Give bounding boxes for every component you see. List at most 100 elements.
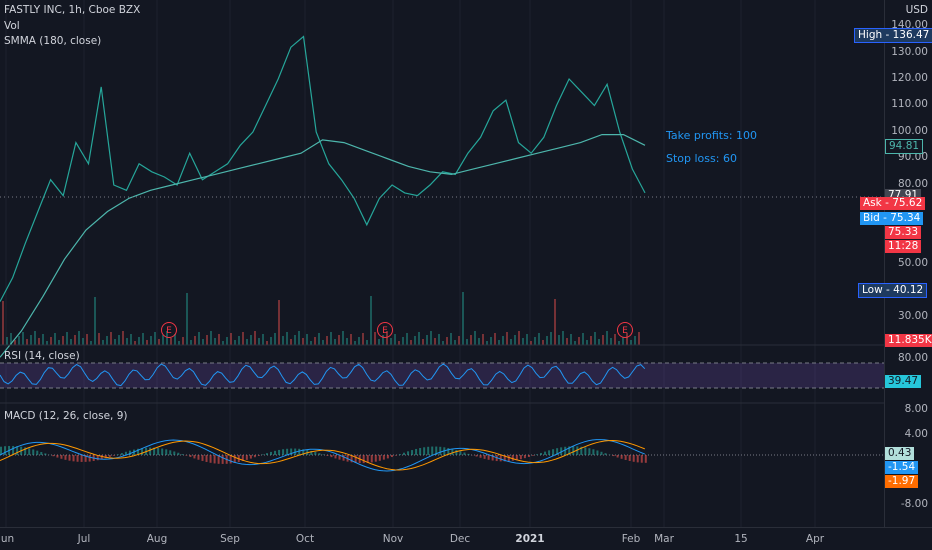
volume-bar bbox=[122, 331, 124, 345]
volume-bar bbox=[254, 331, 256, 345]
symbol-legend[interactable]: FASTLY INC, 1h, Cboe BZX bbox=[4, 4, 141, 16]
macd-histogram-bar bbox=[36, 450, 39, 455]
macd-histogram-bar bbox=[265, 453, 268, 455]
volume-bar bbox=[18, 336, 20, 345]
macd-histogram-bar bbox=[640, 455, 643, 463]
macd-histogram-bar bbox=[177, 452, 180, 455]
macd-histogram-bar bbox=[427, 446, 430, 455]
price-axis[interactable]: USD 140.00 130.00 120.00 110.00 100.00 9… bbox=[884, 0, 932, 527]
macd-histogram-bar bbox=[241, 455, 244, 462]
volume-legend[interactable]: Vol bbox=[4, 20, 20, 32]
macd-histogram-bar bbox=[322, 454, 325, 455]
volume-bar bbox=[618, 341, 620, 345]
time-tick: Jul bbox=[77, 533, 91, 545]
volume-bar bbox=[526, 334, 528, 345]
macd-tick: -8.00 bbox=[900, 498, 928, 510]
macd-histogram-bar bbox=[249, 455, 252, 459]
macd-histogram-bar bbox=[568, 446, 571, 455]
volume-bar bbox=[214, 338, 216, 345]
smma-legend[interactable]: SMMA (180, close) bbox=[4, 35, 102, 47]
bid-tag: Bid - 75.34 bbox=[860, 212, 924, 225]
volume-bar bbox=[98, 333, 100, 345]
macd-histogram-bar bbox=[564, 446, 567, 455]
earnings-marker[interactable]: E bbox=[617, 322, 633, 338]
currency-label: USD bbox=[905, 4, 928, 16]
macd-histogram-bar bbox=[636, 455, 639, 463]
earnings-marker[interactable]: E bbox=[161, 322, 177, 338]
volume-bar bbox=[70, 339, 72, 345]
macd-histogram-bar bbox=[282, 449, 285, 455]
macd-histogram-bar bbox=[120, 453, 123, 455]
macd-histogram-bar bbox=[451, 448, 454, 455]
macd-histogram-bar bbox=[88, 455, 91, 462]
take-profits-note[interactable]: Take profits: 100 bbox=[666, 129, 758, 142]
price-chart-canvas[interactable] bbox=[0, 0, 884, 527]
macd-legend[interactable]: MACD (12, 26, close, 9) bbox=[4, 410, 128, 422]
macd-histogram-bar bbox=[382, 455, 385, 460]
volume-bar bbox=[238, 336, 240, 345]
volume-bar bbox=[290, 339, 292, 345]
macd-histogram-bar bbox=[157, 447, 160, 455]
volume-bar bbox=[294, 335, 296, 345]
volume-bar bbox=[518, 331, 520, 345]
macd-histogram-bar bbox=[298, 448, 301, 455]
macd-histogram-bar bbox=[326, 455, 329, 456]
macd-histogram-bar bbox=[632, 455, 635, 462]
volume-bar bbox=[614, 334, 616, 345]
macd-histogram-bar bbox=[193, 455, 196, 459]
volume-bar bbox=[638, 332, 640, 345]
volume-bar bbox=[546, 336, 548, 345]
stop-loss-note[interactable]: Stop loss: 60 bbox=[666, 152, 737, 165]
macd-histogram-bar bbox=[503, 455, 506, 462]
volume-bar bbox=[110, 332, 112, 345]
price-tick: 120.00 bbox=[891, 72, 928, 84]
volume-bar bbox=[6, 337, 8, 345]
high-tag: High - 136.47 bbox=[854, 28, 932, 43]
macd-histogram-bar bbox=[431, 446, 434, 455]
volume-bar bbox=[630, 340, 632, 345]
macd-histogram-bar bbox=[274, 450, 277, 455]
volume-bar bbox=[462, 292, 464, 345]
macd-histogram-bar bbox=[612, 455, 615, 457]
time-axis[interactable]: Jun Jul Aug Sep Oct Nov Dec 2021 Feb Mar… bbox=[0, 527, 932, 550]
volume-bar bbox=[166, 331, 168, 345]
chart-area[interactable]: FASTLY INC, 1h, Cboe BZX Vol SMMA (180, … bbox=[0, 0, 884, 527]
volume-bar bbox=[422, 339, 424, 345]
volume-bar bbox=[282, 336, 284, 345]
price-tick: 90.00 bbox=[897, 151, 928, 163]
macd-histogram-bar bbox=[161, 448, 164, 455]
volume-bar bbox=[358, 337, 360, 345]
price-tick: 30.00 bbox=[897, 310, 928, 322]
earnings-marker[interactable]: E bbox=[377, 322, 393, 338]
volume-bar bbox=[286, 332, 288, 345]
macd-histogram-bar bbox=[600, 451, 603, 455]
macd-histogram-bar bbox=[173, 451, 176, 455]
macd-histogram-bar bbox=[84, 455, 87, 462]
volume-bar bbox=[622, 337, 624, 345]
macd-hist-tag: 0.43 bbox=[885, 447, 915, 460]
macd-histogram-bar bbox=[16, 446, 19, 455]
time-tick: Dec bbox=[449, 533, 471, 545]
macd-histogram-bar bbox=[592, 449, 595, 455]
volume-bar bbox=[530, 341, 532, 345]
macd-line-tag: -1.54 bbox=[885, 461, 919, 474]
macd-histogram-bar bbox=[386, 455, 389, 459]
macd-histogram-bar bbox=[128, 450, 131, 455]
price-series bbox=[0, 35, 646, 302]
volume-bar bbox=[590, 336, 592, 345]
volume-bar bbox=[330, 332, 332, 345]
macd-histogram-bar bbox=[540, 452, 543, 455]
macd-histogram-bar bbox=[394, 455, 397, 456]
time-tick: Apr bbox=[805, 533, 825, 545]
volume-bar bbox=[58, 340, 60, 345]
macd-histogram-bar bbox=[459, 451, 462, 455]
macd-histogram-bar bbox=[100, 455, 103, 460]
volume-bar bbox=[142, 333, 144, 345]
volume-bar bbox=[26, 339, 28, 345]
macd-histogram-bar bbox=[350, 455, 353, 463]
macd-histogram-bar bbox=[201, 455, 204, 461]
volume-bar bbox=[402, 337, 404, 345]
macd-histogram-bar bbox=[519, 455, 522, 460]
rsi-legend[interactable]: RSI (14, close) bbox=[4, 350, 80, 362]
macd-histogram-bar bbox=[108, 455, 111, 457]
